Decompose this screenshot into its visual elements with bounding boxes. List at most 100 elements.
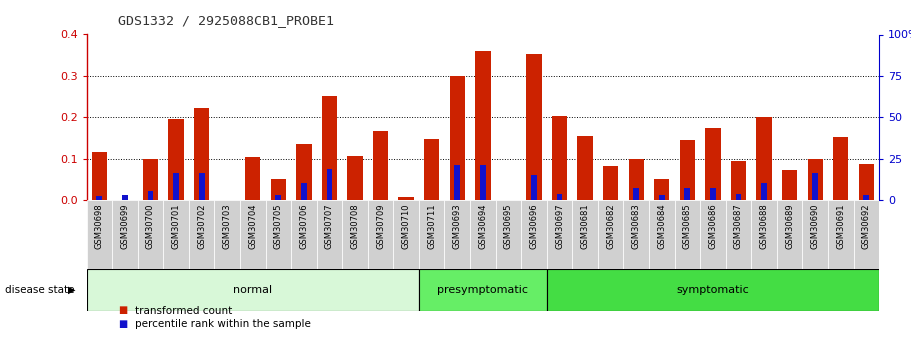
Bar (807, 159, 823, 200)
Bar (143, 159, 159, 200)
Bar (97, 196, 102, 200)
Text: GSM30699: GSM30699 (120, 204, 129, 249)
Bar (455, 165, 460, 200)
Text: GSM30707: GSM30707 (325, 204, 334, 249)
Bar (373, 131, 388, 200)
Bar (777, 200, 803, 269)
Text: GSM30685: GSM30685 (683, 204, 691, 249)
Bar (424, 139, 439, 200)
Text: GSM30683: GSM30683 (631, 204, 640, 249)
Bar (317, 200, 343, 269)
Bar (629, 159, 644, 200)
Bar (762, 183, 767, 200)
Bar (419, 269, 547, 310)
Bar (122, 195, 128, 200)
Text: GSM30693: GSM30693 (453, 204, 462, 249)
Text: GDS1332 / 2925088CB1_PROBE1: GDS1332 / 2925088CB1_PROBE1 (118, 14, 334, 27)
Bar (343, 200, 368, 269)
Bar (347, 156, 363, 200)
Bar (398, 197, 414, 200)
Text: GSM30686: GSM30686 (709, 204, 718, 249)
Bar (756, 117, 772, 200)
Text: GSM30684: GSM30684 (658, 204, 666, 249)
Bar (275, 195, 281, 200)
Bar (684, 188, 691, 200)
Bar (163, 200, 189, 269)
Bar (726, 200, 752, 269)
Bar (521, 200, 547, 269)
Bar (301, 183, 307, 200)
Bar (445, 200, 470, 269)
Text: ■: ■ (118, 319, 128, 329)
Text: GSM30711: GSM30711 (427, 204, 436, 249)
Bar (450, 76, 465, 200)
Text: disease state: disease state (5, 285, 74, 295)
Bar (419, 200, 445, 269)
Bar (194, 108, 210, 200)
Bar (92, 152, 107, 200)
Text: transformed count: transformed count (135, 306, 232, 315)
Text: GSM30700: GSM30700 (146, 204, 155, 249)
Bar (654, 179, 670, 200)
Text: percentile rank within the sample: percentile rank within the sample (135, 319, 311, 329)
Text: normal: normal (233, 285, 272, 295)
Bar (87, 269, 419, 310)
Text: GSM30709: GSM30709 (376, 204, 385, 249)
Text: ■: ■ (118, 306, 128, 315)
Bar (578, 136, 593, 200)
Text: GSM30706: GSM30706 (300, 204, 308, 249)
Bar (854, 200, 879, 269)
Text: GSM30688: GSM30688 (760, 204, 769, 249)
Bar (326, 169, 333, 200)
Text: GSM30702: GSM30702 (197, 204, 206, 249)
Bar (292, 200, 317, 269)
Text: presymptomatic: presymptomatic (437, 285, 528, 295)
Bar (705, 128, 721, 200)
Text: GSM30681: GSM30681 (580, 204, 589, 249)
Text: GSM30690: GSM30690 (811, 204, 820, 249)
Bar (531, 175, 537, 200)
Bar (598, 200, 623, 269)
Bar (649, 200, 674, 269)
Text: GSM30687: GSM30687 (734, 204, 743, 249)
Text: GSM30682: GSM30682 (606, 204, 615, 249)
Bar (240, 200, 265, 269)
Bar (322, 96, 337, 200)
Bar (859, 164, 874, 200)
Bar (112, 200, 138, 269)
Bar (189, 200, 214, 269)
Bar (476, 51, 490, 200)
Bar (552, 116, 568, 200)
Bar (214, 200, 240, 269)
Bar (296, 144, 312, 200)
Bar (803, 200, 828, 269)
Text: GSM30701: GSM30701 (171, 204, 180, 249)
Bar (87, 200, 112, 269)
Bar (199, 173, 204, 200)
Bar (572, 200, 598, 269)
Bar (557, 194, 562, 200)
Text: GSM30696: GSM30696 (529, 204, 538, 249)
Bar (470, 200, 496, 269)
Bar (731, 161, 746, 200)
Text: symptomatic: symptomatic (677, 285, 750, 295)
Bar (674, 200, 701, 269)
Text: GSM30694: GSM30694 (478, 204, 487, 249)
Text: ▶: ▶ (68, 285, 76, 295)
Bar (271, 179, 286, 200)
Bar (368, 200, 394, 269)
Text: GSM30710: GSM30710 (402, 204, 411, 249)
Text: GSM30691: GSM30691 (836, 204, 845, 249)
Bar (173, 173, 179, 200)
Bar (547, 200, 572, 269)
Bar (701, 200, 726, 269)
Bar (680, 140, 695, 200)
Bar (864, 195, 869, 200)
Bar (828, 200, 854, 269)
Bar (623, 200, 649, 269)
Bar (752, 200, 777, 269)
Bar (245, 157, 261, 200)
Bar (480, 165, 486, 200)
Bar (265, 200, 292, 269)
Bar (833, 137, 848, 200)
